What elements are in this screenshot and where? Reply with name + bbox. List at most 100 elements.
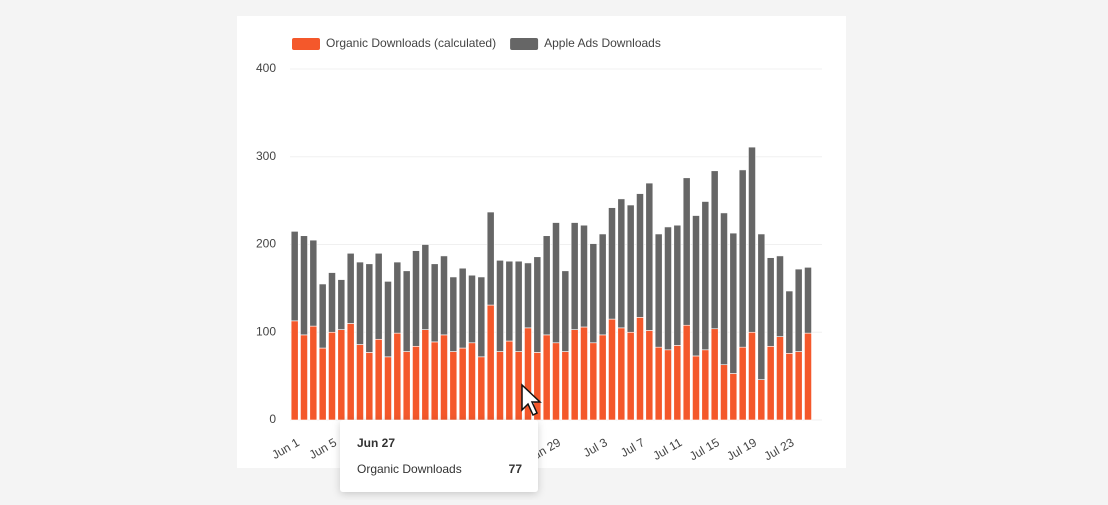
bar-segment [290,231,299,322]
bar-segment [477,276,486,358]
bar-segment [486,304,495,421]
bar-segment [393,261,402,334]
bar-segment [580,326,588,421]
bar-segment [561,351,570,421]
bar-segment [766,345,775,421]
bar-segment [468,274,476,344]
bar-segment [430,341,439,421]
bar-segment [776,336,784,421]
bar-segment [542,235,551,336]
legend-label: Apple Ads Downloads [544,36,661,50]
bar-segment [412,250,420,347]
bar-segment [794,268,803,352]
bar-segment [524,262,532,329]
bar-segment [645,182,654,331]
bar-segment [430,263,439,343]
bar-segment [626,204,635,333]
bar-segment [598,233,607,336]
bar-segment [580,224,588,328]
bar-segment [682,324,691,421]
bar-segment [458,267,467,349]
bar-segment [720,364,728,421]
bar-segment [664,226,672,351]
bar-segment [505,260,514,342]
bar-segment [748,146,756,333]
bar-segment [636,193,644,318]
bar-segment [701,349,710,421]
cursor [521,383,542,417]
bar-segment [374,252,383,340]
bar-segment [682,177,691,326]
bar-segment [486,211,495,306]
bar-segment [626,331,635,421]
bar-segment [300,334,308,421]
bar-segment [617,198,626,329]
bar-segment [776,255,784,337]
bar-segment [421,244,430,330]
bar-segment [468,342,476,421]
bar-segment [617,327,626,421]
bar-segment [346,323,355,421]
y-tick-label: 0 [269,412,276,426]
bar-segment [374,338,383,421]
tooltip-label: Organic Downloads [357,462,462,476]
bar-segment [794,351,803,421]
bar-segment [402,270,411,352]
bar-segment [589,243,598,344]
bar-segment [412,345,420,421]
bar-segment [328,331,336,421]
bar-segment [570,329,579,421]
bar-segment [738,346,747,421]
bar-segment [290,320,299,421]
bar-segment [318,347,327,421]
bar-segment [766,257,775,347]
bar-segment [729,373,738,421]
bar-segment [701,201,710,351]
bar-segment [393,332,402,421]
bar-segment [337,329,346,421]
bar-segment [496,259,504,352]
bar-segment [748,331,756,421]
bar-segment [636,317,644,421]
bar-segment [729,232,738,374]
tooltip-value: 77 [509,462,523,476]
y-tick-label: 100 [256,324,276,338]
bar-segment [440,255,448,336]
bar-segment [692,355,700,421]
bar-segment [645,330,654,421]
bar-segment [356,344,364,421]
bar-segment [757,233,766,380]
bar-segment [309,239,318,327]
bar-segment [561,270,570,352]
bar-segment [710,170,719,330]
bar-segment [552,222,560,344]
bar-segment [570,222,579,330]
bar-segment [738,169,747,348]
bar-segment [449,351,458,421]
bar-segment [440,334,448,421]
bar-segment [514,351,523,421]
bar-segment [421,329,430,421]
bar-segment [328,272,336,333]
bar-segment [598,334,607,421]
y-tick-label: 200 [256,237,276,251]
bar-segment [673,224,682,346]
bar-segment [477,356,486,421]
bar-segment [309,325,318,421]
bar-segment [384,356,392,421]
bar-segment [505,340,514,421]
bar-segment [356,261,364,345]
tooltip-title: Jun 27 [357,436,395,450]
bar-segment [692,215,700,357]
bar-segment [384,281,392,358]
bar-segment [785,290,794,354]
bar-segment [318,283,327,349]
y-tick-label: 300 [256,149,276,163]
legend-swatch [292,38,320,50]
bar-segment [664,349,672,421]
bar-segment [804,332,812,421]
bar-segment [533,256,542,353]
bar-segment [496,351,504,421]
